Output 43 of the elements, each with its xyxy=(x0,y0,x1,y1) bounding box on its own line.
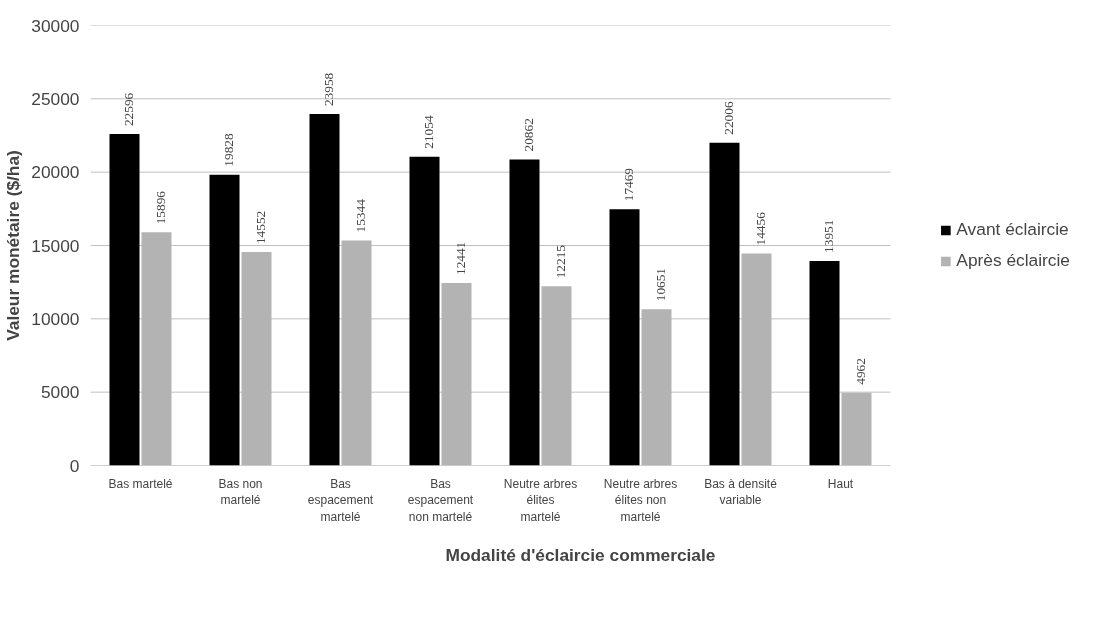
bar xyxy=(809,260,840,466)
bar xyxy=(209,174,240,466)
y-axis-title: Valeur monétaire ($/ha) xyxy=(3,150,24,341)
data-label: 14456 xyxy=(753,211,769,246)
x-tick-label: Bas à densité variable xyxy=(704,476,778,508)
x-tick-label: Bas espacement martelé xyxy=(307,476,374,525)
data-label: 23958 xyxy=(321,72,337,107)
legend-label: Avant éclaircie xyxy=(956,219,1069,240)
bar xyxy=(409,156,440,466)
data-label: 15344 xyxy=(353,198,369,233)
y-tick-label: 0 xyxy=(69,455,80,476)
data-label: 20862 xyxy=(521,118,537,152)
y-tick-label: 30000 xyxy=(31,15,80,36)
legend-label: Après éclaircie xyxy=(956,250,1070,271)
bar xyxy=(509,159,540,466)
data-label: 21054 xyxy=(421,115,437,149)
data-label: 22006 xyxy=(721,101,737,135)
x-tick-label: Bas martelé xyxy=(108,476,173,491)
x-tick-label: Neutre arbres élites martelé xyxy=(503,476,578,525)
y-tick-label: 20000 xyxy=(31,162,80,183)
data-label: 10651 xyxy=(653,267,669,302)
bar xyxy=(109,134,140,466)
x-tick-label: Neutre arbres élites non martelé xyxy=(603,476,678,525)
data-label: 22596 xyxy=(121,92,137,127)
bar xyxy=(309,114,340,466)
data-label: 4962 xyxy=(853,358,869,385)
data-label: 12215 xyxy=(553,244,569,279)
data-label: 17469 xyxy=(621,167,637,202)
x-tick-label: Haut xyxy=(827,476,854,491)
y-tick-label: 15000 xyxy=(31,235,80,256)
x-tick-label: Bas non martelé xyxy=(218,476,263,508)
data-label: 12441 xyxy=(453,241,469,276)
y-tick-label: 10000 xyxy=(31,308,80,329)
x-tick-label: Bas espacement non martelé xyxy=(407,476,474,525)
x-axis-title: Modalité d'éclaircie commerciale xyxy=(445,545,716,566)
bar xyxy=(609,209,640,466)
y-tick-label: 5000 xyxy=(40,382,80,403)
data-label: 14552 xyxy=(253,210,269,245)
bar xyxy=(709,142,740,466)
y-tick-label: 25000 xyxy=(31,88,80,109)
data-label: 13951 xyxy=(821,219,837,253)
data-label: 15896 xyxy=(153,190,169,225)
data-label: 19828 xyxy=(221,133,237,167)
